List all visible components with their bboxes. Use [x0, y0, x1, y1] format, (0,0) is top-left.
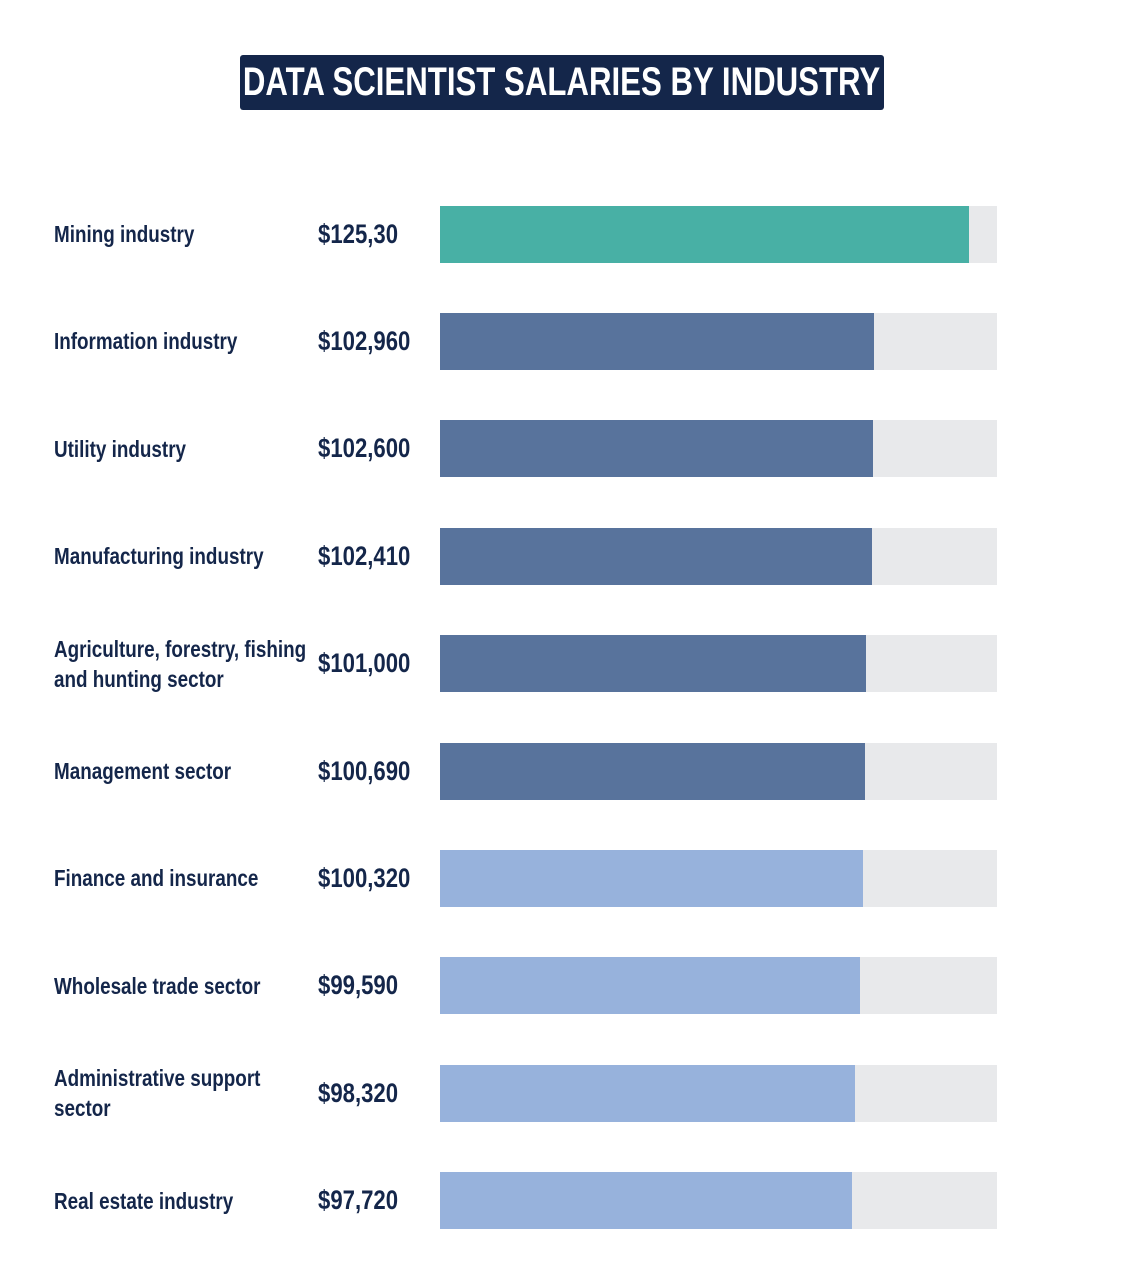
value-label: $100,690	[318, 755, 411, 786]
category-label: Management sector	[54, 758, 232, 784]
bar	[440, 849, 864, 907]
category-label: Mining industry	[54, 221, 195, 247]
value-label: $97,720	[318, 1185, 399, 1216]
category-label: Administrative support sector	[54, 1065, 261, 1122]
bar	[440, 205, 969, 263]
bar-track	[440, 849, 997, 907]
category-label: Wholesale trade sector	[54, 972, 261, 999]
category-label: Manufacturing industry	[54, 543, 264, 570]
bar-track	[440, 1172, 997, 1230]
bar-track	[440, 635, 997, 693]
bar	[440, 527, 873, 585]
category-label: Information industry	[54, 328, 238, 355]
category-label: Agriculture, forestry, fishing and hunti…	[54, 635, 307, 692]
bar-track	[440, 420, 997, 478]
bar-track	[440, 957, 997, 1015]
category-label: Real estate industry	[54, 1187, 234, 1214]
bar	[440, 312, 875, 370]
value-label: $98,320	[318, 1077, 399, 1108]
bar-track	[440, 205, 997, 263]
value-label: $101,000	[318, 648, 411, 679]
bar-track	[440, 742, 997, 800]
value-label: $102,410	[318, 540, 411, 571]
value-label: $102,600	[318, 433, 411, 464]
category-label: Finance and insurance	[54, 865, 259, 892]
value-label: $102,960	[318, 325, 411, 356]
value-label: $100,320	[318, 862, 411, 893]
bar	[440, 420, 873, 478]
bar-track	[440, 312, 997, 370]
chart-title: DATA SCIENTIST SALARIES BY INDUSTRY	[243, 60, 881, 104]
bar	[440, 635, 867, 693]
bar	[440, 742, 865, 800]
category-label: Utility industry	[54, 435, 187, 462]
bar	[440, 957, 861, 1015]
value-label: $125,30	[318, 218, 399, 249]
bar-track	[440, 1064, 997, 1122]
title-box: DATA SCIENTIST SALARIES BY INDUSTRY	[240, 55, 884, 110]
value-label: $99,590	[318, 970, 399, 1001]
bar	[440, 1064, 855, 1122]
bar	[440, 1172, 853, 1230]
bar-track	[440, 527, 997, 585]
